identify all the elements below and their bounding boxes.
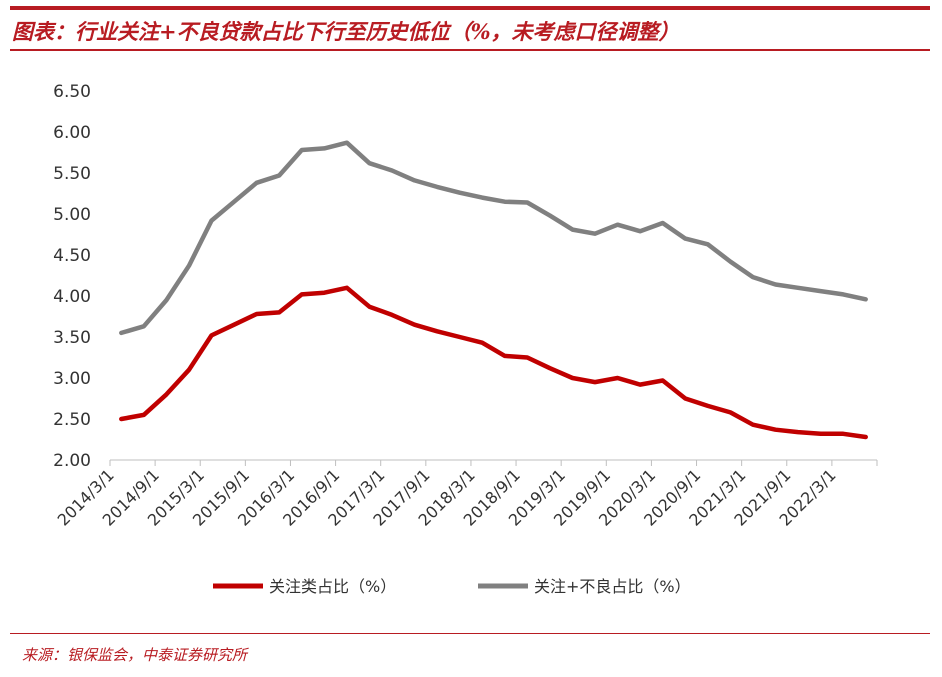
- chart-title: 图表：行业关注+不良贷款占比下行至历史低位（%，未考虑口径调整）: [12, 14, 930, 50]
- footer-rule: [10, 633, 930, 634]
- top-rule: [10, 6, 930, 10]
- y-tick-label: 6.00: [53, 123, 91, 143]
- chart-area: 2.00 2.50 3.00 3.50 4.00 4.50 5.00 5.50 6.00 6.50…: [0, 54, 942, 626]
- x-axis: 2014/3/12014/9/12015/3/12015/9/12016/3/1…: [54, 459, 878, 530]
- series-lines: [119, 140, 868, 440]
- series-line: [119, 140, 868, 336]
- y-tick-label: 4.50: [53, 246, 91, 266]
- source-note: 来源：银保监会，中泰证券研究所: [22, 646, 248, 664]
- y-tick-label: 3.50: [53, 328, 91, 348]
- y-tick-label: 5.50: [53, 164, 91, 184]
- y-tick-label: 3.00: [53, 369, 91, 389]
- legend: 关注类占比（%） 关注+不良占比（%）: [213, 577, 691, 596]
- title-text: 行业关注+不良贷款占比下行至历史低位（%，未考虑口径调整）: [75, 19, 680, 44]
- legend-label: 关注+不良占比（%）: [534, 577, 691, 596]
- y-tick-label: 5.00: [53, 205, 91, 225]
- series-line: [119, 285, 868, 440]
- legend-label: 关注类占比（%）: [269, 577, 396, 596]
- y-tick-label: 2.00: [53, 451, 91, 471]
- y-axis: 2.00 2.50 3.00 3.50 4.00 4.50 5.00 5.50 6.00 6.50: [53, 82, 91, 471]
- y-tick-label: 6.50: [53, 82, 91, 102]
- y-tick-label: 4.00: [53, 287, 91, 307]
- y-tick-label: 2.50: [53, 410, 91, 430]
- line-chart: 2.00 2.50 3.00 3.50 4.00 4.50 5.00 5.50 6.00 6.50…: [53, 82, 878, 596]
- header-rule: [10, 49, 930, 51]
- title-prefix: 图表：: [12, 19, 75, 44]
